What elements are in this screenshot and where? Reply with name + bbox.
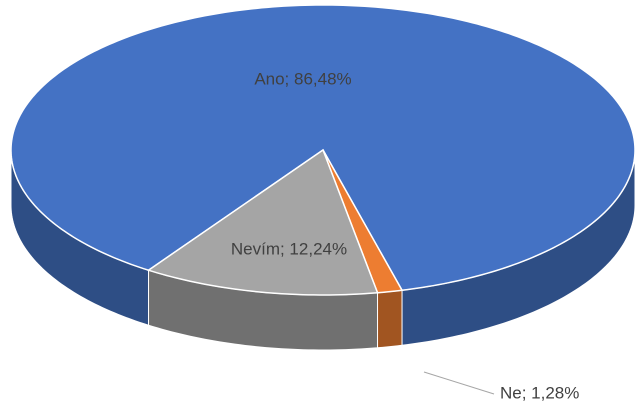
- data-label: Ano; 86,48%: [254, 69, 351, 88]
- data-label: Nevím; 12,24%: [231, 239, 347, 258]
- slice: [10, 4, 636, 292]
- slice: [146, 148, 379, 296]
- leader-line: [423, 371, 495, 395]
- slice-side: [377, 289, 403, 349]
- data-label: Ne; 1,28%: [500, 383, 579, 402]
- slice: [322, 149, 404, 294]
